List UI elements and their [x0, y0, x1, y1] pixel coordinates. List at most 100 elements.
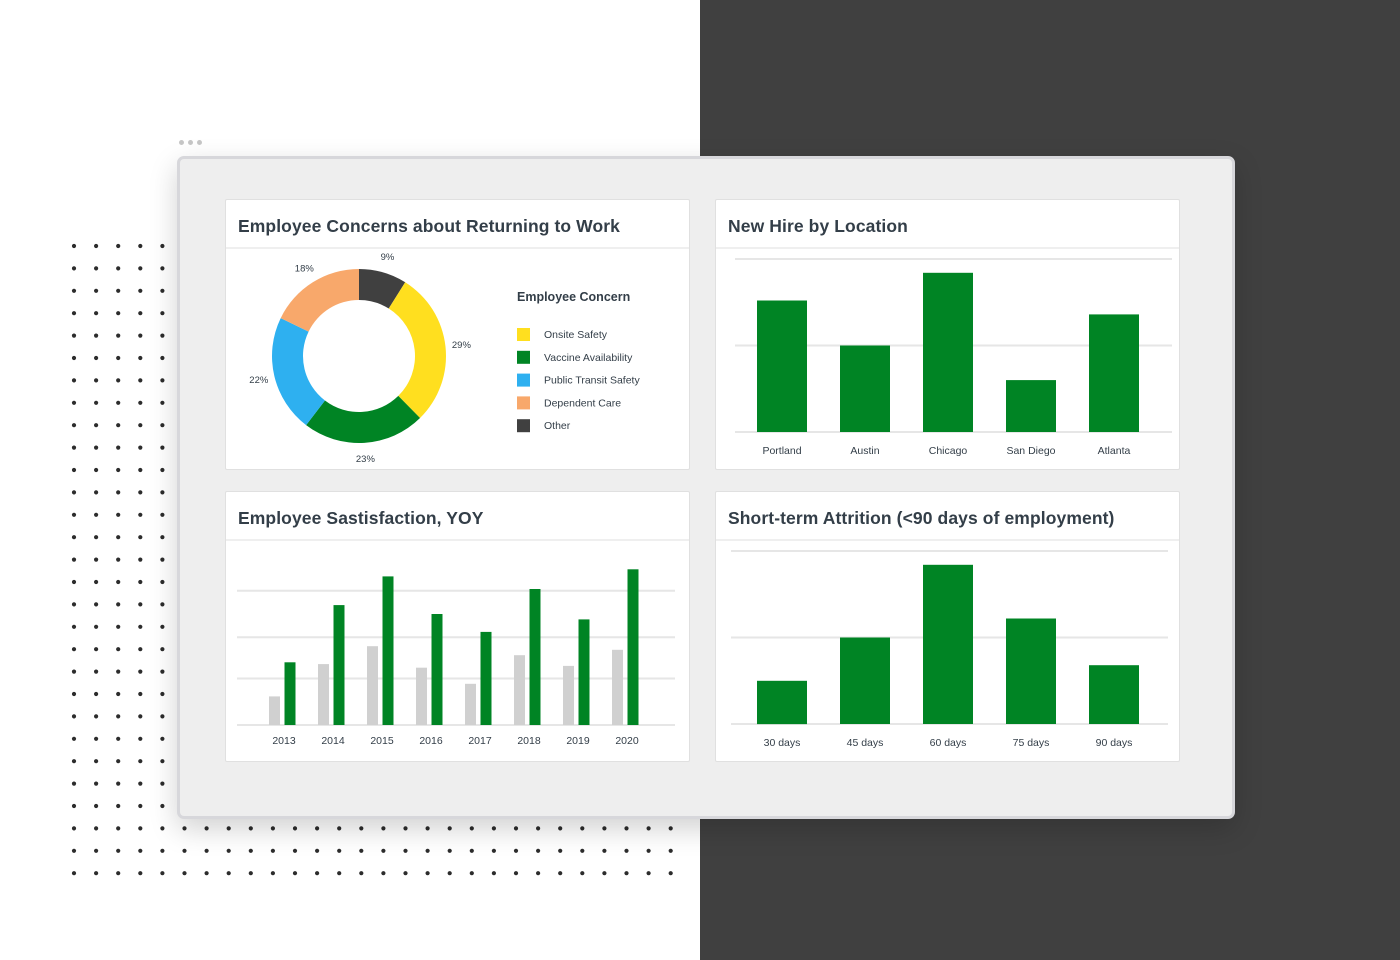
pattern-dot [204, 871, 209, 876]
pattern-dot [160, 333, 165, 338]
pattern-dot [160, 736, 165, 741]
pattern-dot [71, 243, 77, 249]
pattern-dot [116, 803, 121, 809]
pattern-dot [71, 669, 77, 674]
pattern-dot [138, 602, 143, 607]
satisfaction-card: Employee Sastisfaction, YOY 2013 2014 2015… [225, 491, 690, 762]
pattern-dot [116, 759, 121, 764]
pattern-dot [315, 848, 320, 853]
pattern-dot [491, 871, 496, 876]
pattern-dot [513, 871, 519, 876]
pattern-dot [116, 423, 121, 428]
pattern-dot [94, 288, 99, 293]
pattern-dot [558, 848, 563, 853]
pattern-dot [71, 781, 77, 786]
pattern-dot [116, 602, 121, 607]
pattern-dot [160, 311, 165, 316]
dashboard-window: Employee Concerns about Returning to Wor… [177, 156, 1235, 819]
pattern-dot [71, 759, 77, 764]
pattern-dot [116, 243, 121, 249]
pattern-dot [425, 826, 430, 831]
pattern-dot [71, 445, 77, 450]
attrition-card: Short-term Attrition (<90 days of employ… [715, 491, 1180, 762]
x-tick-label: 75 days [1013, 737, 1050, 749]
bar [840, 345, 890, 432]
pattern-dot [138, 490, 143, 495]
pattern-dot [94, 445, 99, 450]
pattern-dot [160, 826, 165, 831]
pattern-dot [359, 826, 364, 831]
pattern-dot [138, 355, 143, 361]
pattern-dot [94, 871, 99, 876]
concerns-donut-chart: 9% 29% 23% 22% 18% Employee Concern Onsite Saf… [249, 252, 640, 465]
pattern-dot [403, 826, 408, 831]
donut-slice-dependent-care [280, 269, 359, 332]
x-tick-label: 90 days [1096, 737, 1133, 749]
pattern-dot [160, 759, 165, 764]
pattern-dot [359, 848, 364, 853]
pattern-dot [491, 826, 496, 831]
pattern-dot [71, 624, 77, 629]
pattern-dot [160, 423, 165, 428]
pattern-dot [138, 647, 143, 652]
pattern-dot [292, 848, 298, 853]
bar [514, 655, 525, 725]
pattern-dot [270, 826, 275, 831]
donut-slice-label: 18% [295, 264, 315, 275]
pattern-dot [160, 669, 165, 674]
pattern-dot [160, 445, 165, 450]
pattern-dot [116, 669, 121, 674]
pattern-dot [116, 714, 121, 719]
pattern-dot [513, 826, 519, 831]
x-tick-label: 2015 [370, 735, 394, 747]
pattern-dot [248, 848, 253, 853]
pattern-dot [646, 848, 651, 853]
pattern-dot [315, 871, 320, 876]
pattern-dot [116, 691, 121, 697]
pattern-dot [513, 848, 519, 853]
pattern-dot [160, 243, 165, 249]
pattern-dot [580, 848, 585, 853]
pattern-dot [160, 400, 165, 405]
bar [269, 696, 280, 725]
pattern-dot [116, 871, 121, 876]
pattern-dot [71, 579, 77, 585]
pattern-dot [71, 602, 77, 607]
bar [465, 683, 476, 725]
pattern-dot [71, 355, 77, 361]
bar [923, 564, 973, 724]
pattern-dot [116, 378, 121, 383]
bar [318, 664, 329, 725]
pattern-dot [71, 848, 77, 853]
pattern-dot [491, 848, 496, 853]
bar [431, 614, 443, 725]
pattern-dot [138, 624, 143, 629]
x-tick-label: Chicago [929, 445, 968, 457]
pattern-dot [138, 759, 143, 764]
pattern-dot [71, 400, 77, 405]
pattern-dot [94, 535, 99, 540]
x-tick-label: 30 days [764, 737, 801, 749]
pattern-dot [226, 848, 231, 853]
pattern-dot [138, 266, 143, 271]
pattern-dot [182, 826, 187, 831]
pattern-dot [116, 266, 121, 271]
new-hire-title: New Hire by Location [716, 200, 1179, 249]
pattern-dot [71, 467, 77, 473]
donut-slice-label: 23% [356, 454, 376, 465]
pattern-dot [558, 871, 563, 876]
pattern-dot [447, 826, 452, 831]
pattern-dot [160, 803, 165, 809]
donut-slice-other [359, 269, 406, 309]
pattern-dot [226, 826, 231, 831]
new-hire-card: New Hire by Location Portland Austin Chica… [715, 199, 1180, 470]
pattern-dot [381, 826, 386, 831]
donut-slice-label: 29% [452, 340, 472, 351]
pattern-dot [71, 378, 77, 383]
pattern-dot [359, 871, 364, 876]
x-tick-label: 2019 [566, 735, 590, 747]
pattern-dot [226, 871, 231, 876]
concerns-title: Employee Concerns about Returning to Wor… [226, 200, 689, 249]
window-menu-dots[interactable] [179, 140, 202, 145]
